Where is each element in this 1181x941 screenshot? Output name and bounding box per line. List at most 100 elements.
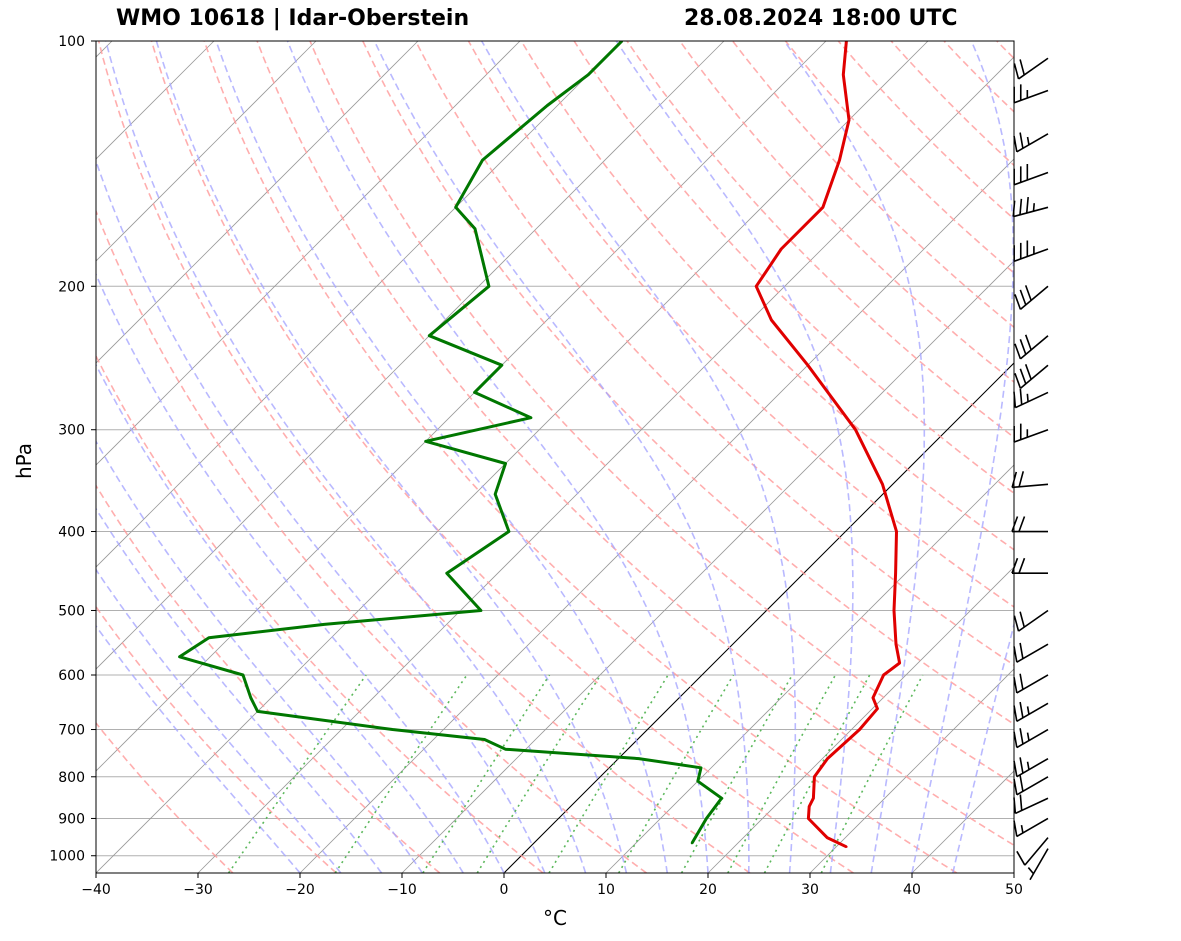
temperature-point bbox=[842, 73, 845, 76]
wind-barb-staff bbox=[1019, 335, 1049, 360]
wind-barb-flag bbox=[1019, 388, 1023, 405]
x-tick-label: 0 bbox=[500, 882, 509, 898]
moist-adiabat bbox=[952, 621, 1014, 873]
temperature-point bbox=[838, 158, 841, 162]
dewpoint-point bbox=[720, 797, 723, 800]
wind-barb bbox=[1011, 557, 1048, 574]
isotherm-line bbox=[96, 41, 317, 262]
wind-barb-staff bbox=[1024, 837, 1049, 866]
moist-adiabat bbox=[96, 439, 424, 873]
dry-adiabat bbox=[679, 41, 1014, 384]
wind-barb-flag bbox=[1019, 339, 1027, 355]
temperature-point bbox=[876, 707, 879, 710]
isotherm-line bbox=[96, 41, 827, 772]
wind-barb-flag bbox=[1014, 294, 1022, 310]
dewpoint-point bbox=[493, 493, 497, 496]
dewpoint-point bbox=[504, 747, 507, 751]
dewpoint-point bbox=[690, 841, 694, 845]
wind-barb-flag bbox=[1019, 757, 1024, 774]
dry-adiabat bbox=[203, 41, 958, 873]
zero-isotherm-line bbox=[503, 362, 1014, 873]
wind-barb-flag bbox=[1013, 760, 1018, 777]
dewpoint-point bbox=[637, 757, 640, 760]
wind-barb-staff bbox=[1016, 776, 1049, 796]
temperature-point bbox=[882, 673, 885, 677]
y-tick-label: 800 bbox=[58, 770, 85, 786]
y-axis: 1000 900 800 700 600 500 400 300 200 100 bbox=[49, 34, 96, 865]
x-tick-label: 40 bbox=[903, 882, 921, 898]
moist-adiabat bbox=[105, 41, 587, 873]
wind-barb-flag bbox=[1013, 820, 1018, 837]
wind-barb bbox=[1013, 132, 1049, 153]
dewpoint-point bbox=[473, 227, 477, 230]
wind-barb-staff bbox=[1016, 702, 1049, 723]
wind-barb-half-flag bbox=[1026, 761, 1030, 770]
wind-barb-flag bbox=[1013, 63, 1020, 80]
isotherm-line bbox=[96, 41, 521, 466]
wind-barb-half-flag bbox=[1026, 732, 1030, 741]
y-tick-label: 200 bbox=[58, 279, 85, 295]
isotherm-line bbox=[707, 566, 1014, 873]
mixing-ratio-line bbox=[422, 674, 551, 873]
x-tick-label: 10 bbox=[597, 882, 615, 898]
dewpoint-point bbox=[241, 673, 245, 677]
moist-adiabat bbox=[155, 41, 628, 873]
dewpoint-point bbox=[445, 571, 449, 575]
dewpoint-point bbox=[207, 636, 211, 639]
y-tick-label: 900 bbox=[58, 811, 85, 827]
y-tick-label: 300 bbox=[58, 423, 85, 439]
dry-adiabat bbox=[467, 41, 1014, 608]
moist-adiabat bbox=[96, 272, 505, 873]
wind-barb-staff bbox=[1016, 817, 1049, 838]
wind-barb-flag bbox=[1019, 701, 1024, 718]
wind-barb-half-flag bbox=[1026, 136, 1030, 145]
dewpoint-point bbox=[249, 696, 252, 700]
wind-barb-half-flag bbox=[1020, 824, 1024, 834]
dewpoint-point bbox=[504, 462, 507, 465]
dry-adiabat bbox=[626, 41, 1014, 439]
wind-barb-flag bbox=[1013, 615, 1020, 632]
wind-barb-flag bbox=[1019, 611, 1026, 628]
mixing-ratio-line bbox=[820, 674, 924, 873]
wind-barb-flag bbox=[1013, 646, 1018, 663]
wind-barb-flag bbox=[1024, 334, 1032, 351]
wind-barb-flag bbox=[1019, 642, 1024, 659]
dewpoint-point bbox=[479, 609, 483, 612]
wind-barb-flag bbox=[1013, 797, 1017, 814]
wind-barb-flag bbox=[1019, 289, 1027, 306]
isotherm-line bbox=[96, 41, 419, 364]
isotherm-line bbox=[911, 770, 1014, 873]
dewpoint-point bbox=[454, 206, 457, 209]
wind-barb-staff bbox=[1016, 674, 1049, 694]
wind-barb-staff bbox=[1013, 171, 1049, 186]
wind-barb bbox=[1013, 728, 1049, 749]
wind-barb-flag bbox=[1014, 343, 1022, 360]
temperature-line bbox=[754, 41, 902, 849]
temperature-point bbox=[821, 206, 825, 209]
y-tick-label: 500 bbox=[58, 603, 85, 619]
wind-barb-flag bbox=[1011, 471, 1018, 488]
moist-adiabat bbox=[96, 568, 342, 873]
dry-adiabat bbox=[150, 41, 854, 873]
x-axis-label: °C bbox=[543, 906, 567, 930]
wind-barb-flag bbox=[1024, 364, 1032, 380]
y-tick-label: 700 bbox=[58, 723, 85, 739]
dry-adiabat bbox=[1103, 41, 1181, 873]
wind-barb-staff bbox=[1016, 643, 1049, 663]
dewpoint-point bbox=[529, 416, 533, 419]
wind-barb bbox=[1013, 240, 1049, 263]
x-tick-label: −30 bbox=[183, 882, 213, 898]
isotherm-line bbox=[0, 41, 10, 873]
dry-adiabat bbox=[1155, 41, 1181, 873]
wind-barb-flag bbox=[1016, 850, 1026, 866]
dry-adiabat bbox=[520, 41, 1014, 551]
wind-barb-staff bbox=[1016, 757, 1049, 778]
mixing-ratio-line bbox=[763, 674, 871, 873]
dewpoint-point bbox=[391, 728, 394, 731]
y-tick-label: 400 bbox=[58, 525, 85, 541]
temperature-point bbox=[780, 247, 783, 251]
x-tick-label: −40 bbox=[81, 882, 111, 898]
y-tick-label: 100 bbox=[58, 34, 85, 50]
x-tick-label: 50 bbox=[1005, 882, 1023, 898]
wind-barb-staff bbox=[1013, 248, 1049, 263]
